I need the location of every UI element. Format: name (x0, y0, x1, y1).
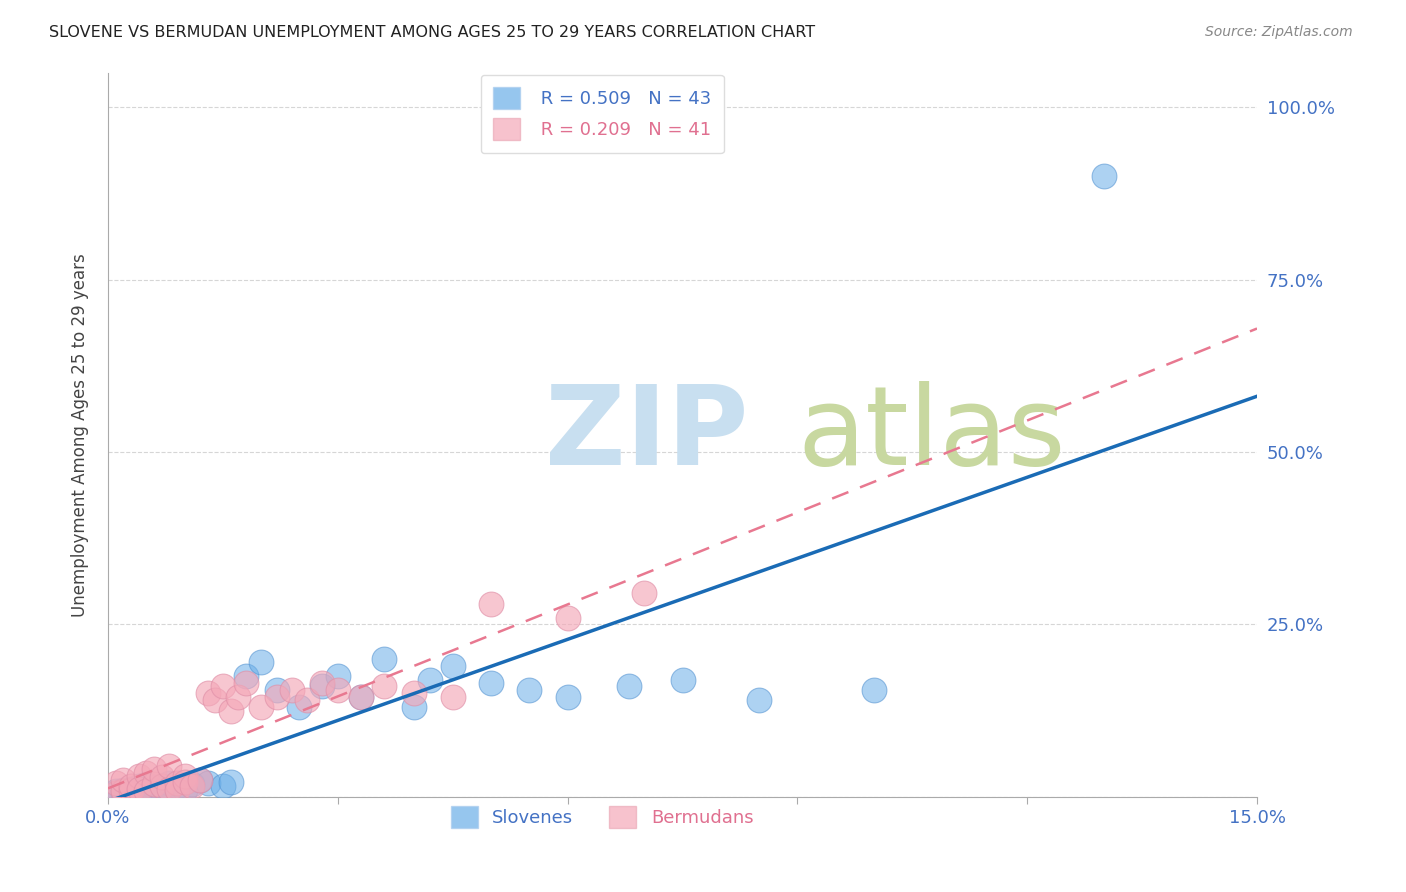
Point (104, 786, 127, 800)
Point (150, 779, 173, 793)
Point (288, 700, 311, 714)
Point (135, 765, 157, 780)
Point (748, 693, 770, 707)
Point (326, 682, 349, 697)
Point (142, 777, 165, 791)
Point (197, 776, 219, 790)
Point (219, 774, 242, 789)
Point (441, 690, 464, 704)
Point (120, 780, 142, 794)
Point (135, 786, 157, 800)
Point (212, 780, 235, 794)
Point (173, 774, 195, 789)
Point (166, 780, 188, 794)
Point (104, 786, 127, 800)
Point (135, 784, 157, 798)
Point (120, 781, 142, 796)
Point (150, 771, 173, 785)
Point (863, 682, 886, 697)
Point (142, 762, 165, 776)
Text: SLOVENE VS BERMUDAN UNEMPLOYMENT AMONG AGES 25 TO 29 YEARS CORRELATION CHART: SLOVENE VS BERMUDAN UNEMPLOYMENT AMONG A… (49, 25, 815, 40)
Point (112, 772, 135, 787)
Point (157, 776, 180, 790)
Point (373, 680, 395, 694)
Point (128, 781, 150, 796)
Point (404, 700, 426, 714)
Point (150, 783, 173, 797)
Point (128, 784, 150, 798)
Point (479, 597, 502, 611)
Text: ZIP: ZIP (544, 382, 748, 489)
Point (226, 690, 249, 704)
Point (128, 769, 150, 783)
Point (188, 772, 211, 787)
Point (157, 758, 180, 772)
Point (235, 669, 257, 683)
Point (441, 658, 464, 673)
Point (295, 693, 318, 707)
Text: Source: ZipAtlas.com: Source: ZipAtlas.com (1205, 25, 1353, 39)
Point (517, 682, 540, 697)
Point (557, 610, 579, 624)
Point (235, 676, 257, 690)
Point (142, 785, 165, 799)
Point (173, 783, 195, 797)
Point (419, 673, 441, 687)
Point (128, 780, 150, 794)
Text: atlas: atlas (797, 382, 1066, 489)
Point (617, 680, 640, 694)
Point (557, 690, 579, 704)
Point (104, 784, 127, 798)
Point (181, 780, 204, 794)
Point (135, 783, 157, 797)
Point (373, 652, 395, 666)
Point (311, 680, 333, 694)
Point (135, 777, 157, 791)
Point (104, 776, 127, 790)
Point (350, 690, 373, 704)
Point (479, 676, 502, 690)
Point (120, 783, 142, 797)
Y-axis label: Unemployment Among Ages 25 to 29 years: Unemployment Among Ages 25 to 29 years (72, 253, 89, 616)
Point (150, 780, 173, 794)
Point (112, 787, 135, 801)
Point (250, 656, 273, 670)
Point (120, 786, 142, 800)
Point (166, 776, 188, 790)
Point (197, 686, 219, 700)
Point (404, 686, 426, 700)
Point (671, 673, 693, 687)
Point (188, 772, 211, 787)
Point (311, 676, 333, 690)
Point (1092, 169, 1115, 184)
Point (212, 680, 235, 694)
Point (266, 682, 288, 697)
Legend: Slovenes, Bermudans: Slovenes, Bermudans (443, 798, 761, 835)
Point (157, 781, 180, 796)
Point (266, 690, 288, 704)
Point (219, 704, 242, 718)
Point (326, 669, 349, 683)
Point (112, 784, 135, 798)
Point (157, 781, 180, 796)
Point (250, 700, 273, 714)
Point (204, 693, 226, 707)
Point (142, 780, 165, 794)
Point (166, 783, 188, 797)
Point (281, 682, 304, 697)
Point (181, 777, 204, 791)
Point (173, 769, 195, 783)
Point (350, 690, 373, 704)
Point (112, 783, 135, 797)
Point (633, 586, 655, 600)
